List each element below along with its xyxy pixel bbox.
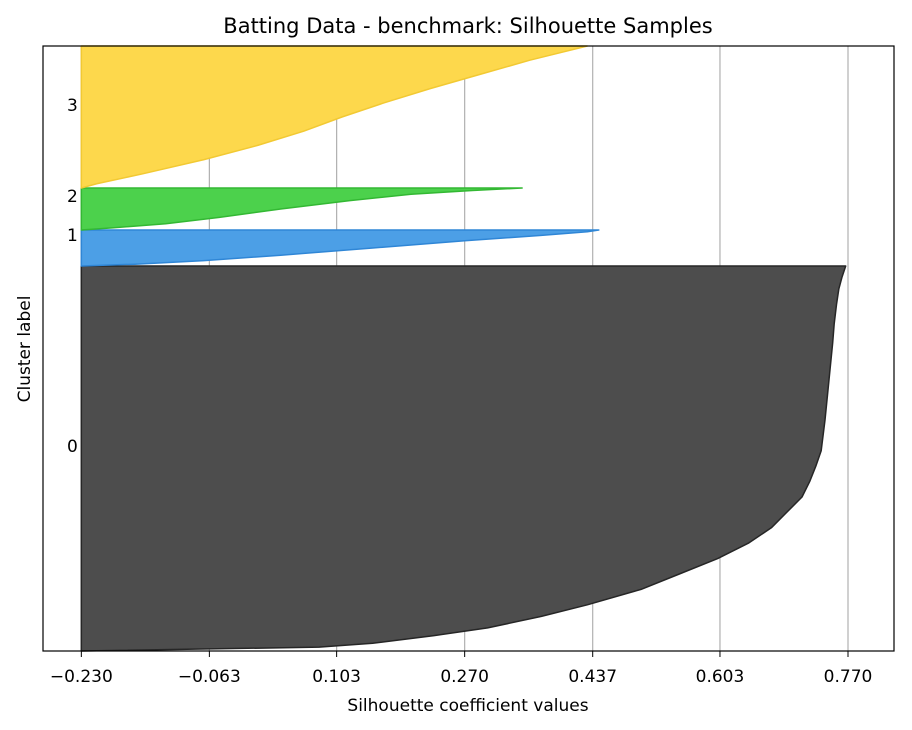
x-tick-label: 0.603 — [696, 667, 745, 687]
cluster-1-area — [80, 229, 600, 267]
x-tick-label: 0.437 — [568, 667, 617, 687]
x-axis-label: Silhouette coefficient values — [347, 696, 588, 716]
x-tick-label: 0.103 — [312, 667, 361, 687]
x-tick-label: −0.063 — [178, 667, 241, 687]
cluster-1-label: 1 — [67, 226, 78, 246]
cluster-2-area — [80, 187, 523, 231]
y-axis-label: Cluster label — [15, 296, 35, 403]
x-axis-ticks: −0.230 −0.063 0.103 0.270 0.437 0.603 0.770 — [50, 651, 872, 687]
chart-title: Batting Data - benchmark: Silhouette Sam… — [223, 14, 712, 38]
cluster-labels: 0 1 2 3 — [67, 96, 78, 457]
cluster-3-label: 3 — [67, 96, 78, 116]
plot-frame — [42, 45, 895, 652]
cluster-0-area — [80, 265, 847, 652]
cluster-2-label: 2 — [67, 187, 78, 207]
x-tick-label: 0.270 — [440, 667, 489, 687]
cluster-0-label: 0 — [67, 437, 78, 457]
x-tick-label: 0.770 — [824, 667, 873, 687]
cluster-areas — [80, 45, 847, 652]
x-tick-label: −0.230 — [50, 667, 113, 687]
cluster-3-area — [80, 45, 589, 189]
